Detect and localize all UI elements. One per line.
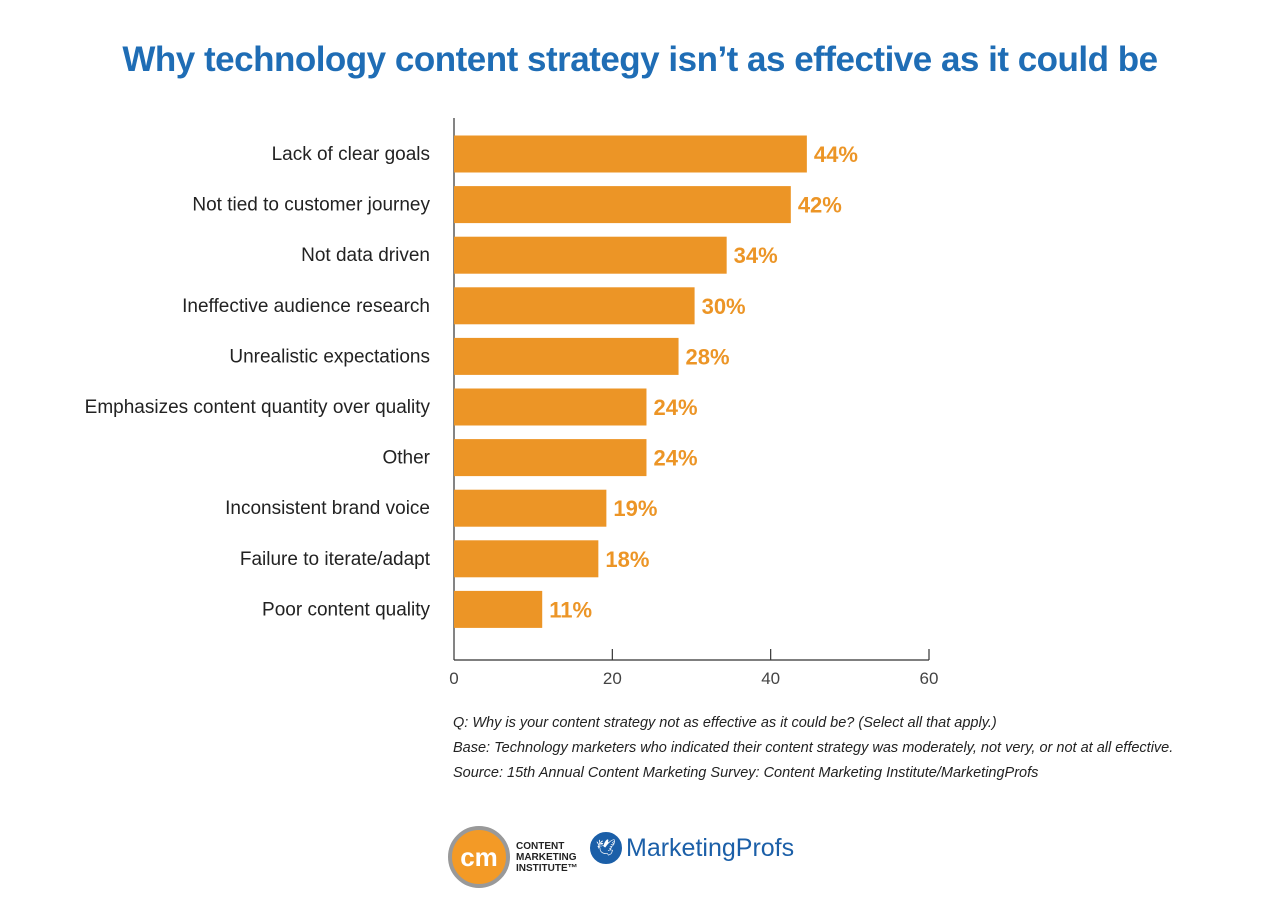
footnotes: Q: Why is your content strategy not as e… <box>453 711 1173 786</box>
x-tick-label: 40 <box>761 669 780 688</box>
x-tick-label: 0 <box>449 669 458 688</box>
data-label: 11% <box>549 597 592 622</box>
data-label: 44% <box>814 142 858 167</box>
category-label: Lack of clear goals <box>272 144 430 165</box>
data-label: 42% <box>798 193 842 218</box>
chart-title: Why technology content strategy isn’t as… <box>122 40 1158 79</box>
category-label: Poor content quality <box>262 599 430 620</box>
data-label: 24% <box>653 395 697 420</box>
bird-icon: 🕊 <box>590 832 622 864</box>
question-note: Q: Why is your content strategy not as e… <box>453 715 997 731</box>
cmi-logo: cm CONTENT MARKETING INSTITUTE™ <box>448 826 578 888</box>
data-label: 28% <box>686 344 730 369</box>
cmi-logo-text: CONTENT MARKETING INSTITUTE™ <box>516 840 578 874</box>
bar <box>454 236 727 274</box>
bar <box>454 135 807 173</box>
source-note: Source: 15th Annual Content Marketing Su… <box>453 765 1039 781</box>
x-tick-label: 20 <box>603 669 622 688</box>
marketingprofs-logo-text: MarketingProfs <box>626 833 795 862</box>
category-label: Other <box>382 448 430 469</box>
category-label: Unrealistic expectations <box>229 346 430 367</box>
category-label: Not tied to customer journey <box>192 195 430 216</box>
cmi-logo-mark: cm <box>448 826 510 888</box>
bar <box>454 186 791 224</box>
bar <box>454 439 647 477</box>
data-label: 34% <box>734 243 778 268</box>
base-note: Base: Technology marketers who indicated… <box>453 740 1174 756</box>
data-label: 24% <box>653 446 697 471</box>
x-tick-label: 60 <box>920 669 939 688</box>
category-label: Inconsistent brand voice <box>225 498 430 519</box>
data-label: 19% <box>613 496 657 521</box>
bar <box>454 337 679 375</box>
data-label: 18% <box>605 547 649 572</box>
category-label: Not data driven <box>301 245 430 266</box>
category-label: Emphasizes content quantity over quality <box>85 397 431 418</box>
data-label: 30% <box>702 294 746 319</box>
category-label: Ineffective audience research <box>182 296 430 317</box>
bar <box>454 489 607 527</box>
bar <box>454 388 647 426</box>
category-label: Failure to iterate/adapt <box>240 549 431 570</box>
bar <box>454 590 543 628</box>
bar <box>454 540 599 578</box>
marketingprofs-logo: 🕊 MarketingProfs <box>590 832 794 864</box>
bar <box>454 287 695 325</box>
